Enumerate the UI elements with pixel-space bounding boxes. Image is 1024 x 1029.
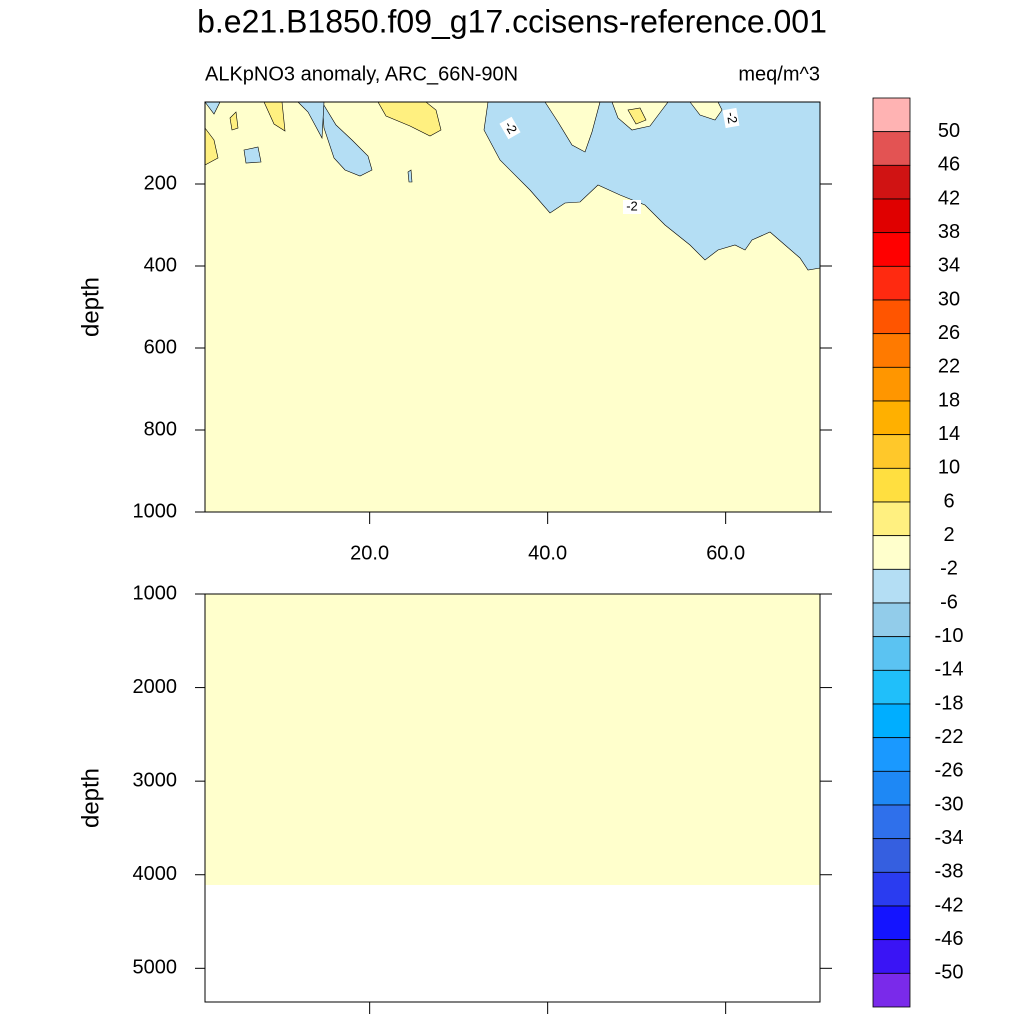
colorbar-label: 42 [938,187,960,209]
colorbar-label: -2 [940,558,958,580]
contour-label-bg [499,116,521,140]
colorbar-box [872,905,911,941]
x-tick-label: 60.0 [706,542,745,564]
colorbar-label: -6 [940,591,958,613]
colorbar-box [872,636,911,671]
x-tick-label: 40.0 [528,542,567,564]
colorbar-label: -46 [935,928,964,950]
colorbar-box [872,164,911,200]
contour-label-bg [722,107,740,129]
colorbar-box [872,97,911,133]
plot-frame [204,593,821,1003]
colorbar-box [872,939,911,974]
y-tick-label: 2000 [133,676,178,698]
colorbar-box [872,568,911,604]
colorbar-box [872,232,911,267]
colorbar-box [872,535,911,570]
y-tick-label: 800 [144,418,177,440]
colorbar-label: 46 [938,154,960,176]
y-axis-label: depth [77,768,104,828]
y-tick-label: 1000 [133,582,178,604]
colorbar-box [872,198,911,234]
contour-fill [321,101,373,177]
colorbar-label: -18 [935,692,964,714]
colorbar-box [872,972,911,1008]
colorbar-box [872,467,911,503]
colorbar-label: -22 [935,726,964,748]
colorbar-box [872,703,911,739]
contour-label: -2 [724,111,741,125]
colorbar-box [872,669,911,705]
contour-fill [627,107,647,125]
contour-field [204,101,821,885]
colorbar-box [872,737,911,772]
y-tick-label: 5000 [133,957,178,979]
y-axis-label: depth [77,277,104,337]
colorbar-box [872,501,911,537]
contour-fill [407,169,413,183]
colorbar-label: 18 [938,389,960,411]
right-label: meq/m^3 [738,63,820,85]
colorbar-label: -34 [935,827,964,849]
colorbar-box [872,838,911,873]
y-tick-label: 4000 [133,863,178,885]
colorbar-label: -50 [935,962,964,984]
colorbar-label: -10 [935,625,964,647]
colorbar-label: -14 [935,659,964,681]
colorbar-label: 38 [938,221,960,243]
figure-title: b.e21.B1850.f09_g17.ccisens-reference.00… [197,3,827,39]
y-tick-label: 3000 [133,769,178,791]
colorbar-label: -42 [935,894,964,916]
colorbar-label: 30 [938,288,960,310]
contour-label-bg [623,200,641,214]
colorbar-label: 14 [938,423,960,445]
colorbar-label: -30 [935,793,964,815]
colorbar-box [872,871,911,907]
contour-fill [229,111,239,131]
contour-label: -2 [626,198,638,213]
y-tick-label: 200 [144,172,177,194]
left-label: ALKpNO3 anomaly, ARC_66N-90N [205,63,518,85]
colorbar-label: -38 [935,861,964,883]
x-tick-label: 20.0 [350,542,389,564]
colorbar-label: 22 [938,356,960,378]
colorbar-label: 50 [938,120,960,142]
colorbar-box [872,131,911,166]
colorbar-box [872,366,911,402]
plot-frame [204,101,821,513]
y-tick-label: 1000 [133,500,178,522]
colorbar-box [872,265,911,301]
colorbar-label: 6 [943,490,954,512]
colorbar-box [872,770,911,806]
colorbar-label: 10 [938,457,960,479]
colorbar-label: 2 [943,524,954,546]
colorbar-box [872,804,911,840]
contour-fill [205,594,820,885]
colorbar-label: -26 [935,760,964,782]
y-tick-label: 400 [144,254,177,276]
colorbar-box [872,434,911,469]
colorbar-box [872,333,911,368]
colorbar-box [872,400,911,436]
contour-fill [243,146,262,164]
contour-fill [483,101,821,271]
contour-fill [377,101,442,137]
colorbar-label: 26 [938,322,960,344]
colorbar-box [872,299,911,335]
colorbar-label: 34 [938,255,960,277]
y-tick-label: 600 [144,336,177,358]
colorbar-box [872,602,911,638]
